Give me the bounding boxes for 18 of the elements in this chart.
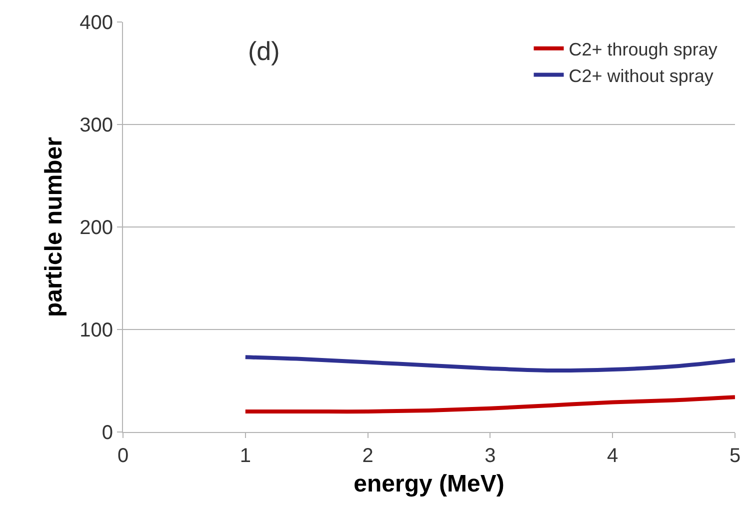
y-tick-label: 400	[80, 12, 113, 34]
x-tick-label: 3	[484, 445, 496, 467]
x-tick-label: 4	[607, 445, 618, 467]
y-tick-label: 100	[80, 320, 113, 342]
x-tick-label: 2	[362, 445, 374, 467]
x-tick-label: 5	[729, 445, 741, 467]
y-tick-label: 0	[102, 422, 113, 444]
legend-label: C2+ without spray	[568, 66, 714, 86]
x-tick-label: 0	[117, 445, 129, 467]
annotation: (d)	[248, 36, 280, 66]
legend-label: C2+ through spray	[568, 39, 718, 60]
y-tick-label: 300	[80, 114, 113, 136]
y-axis-title: particle number	[40, 136, 68, 318]
line-series	[243, 355, 735, 373]
x-axis-title: energy (MeV)	[354, 470, 504, 498]
x-tick-label: 1	[240, 445, 251, 467]
y-tick-label: 200	[80, 217, 113, 239]
line-series	[243, 395, 735, 414]
